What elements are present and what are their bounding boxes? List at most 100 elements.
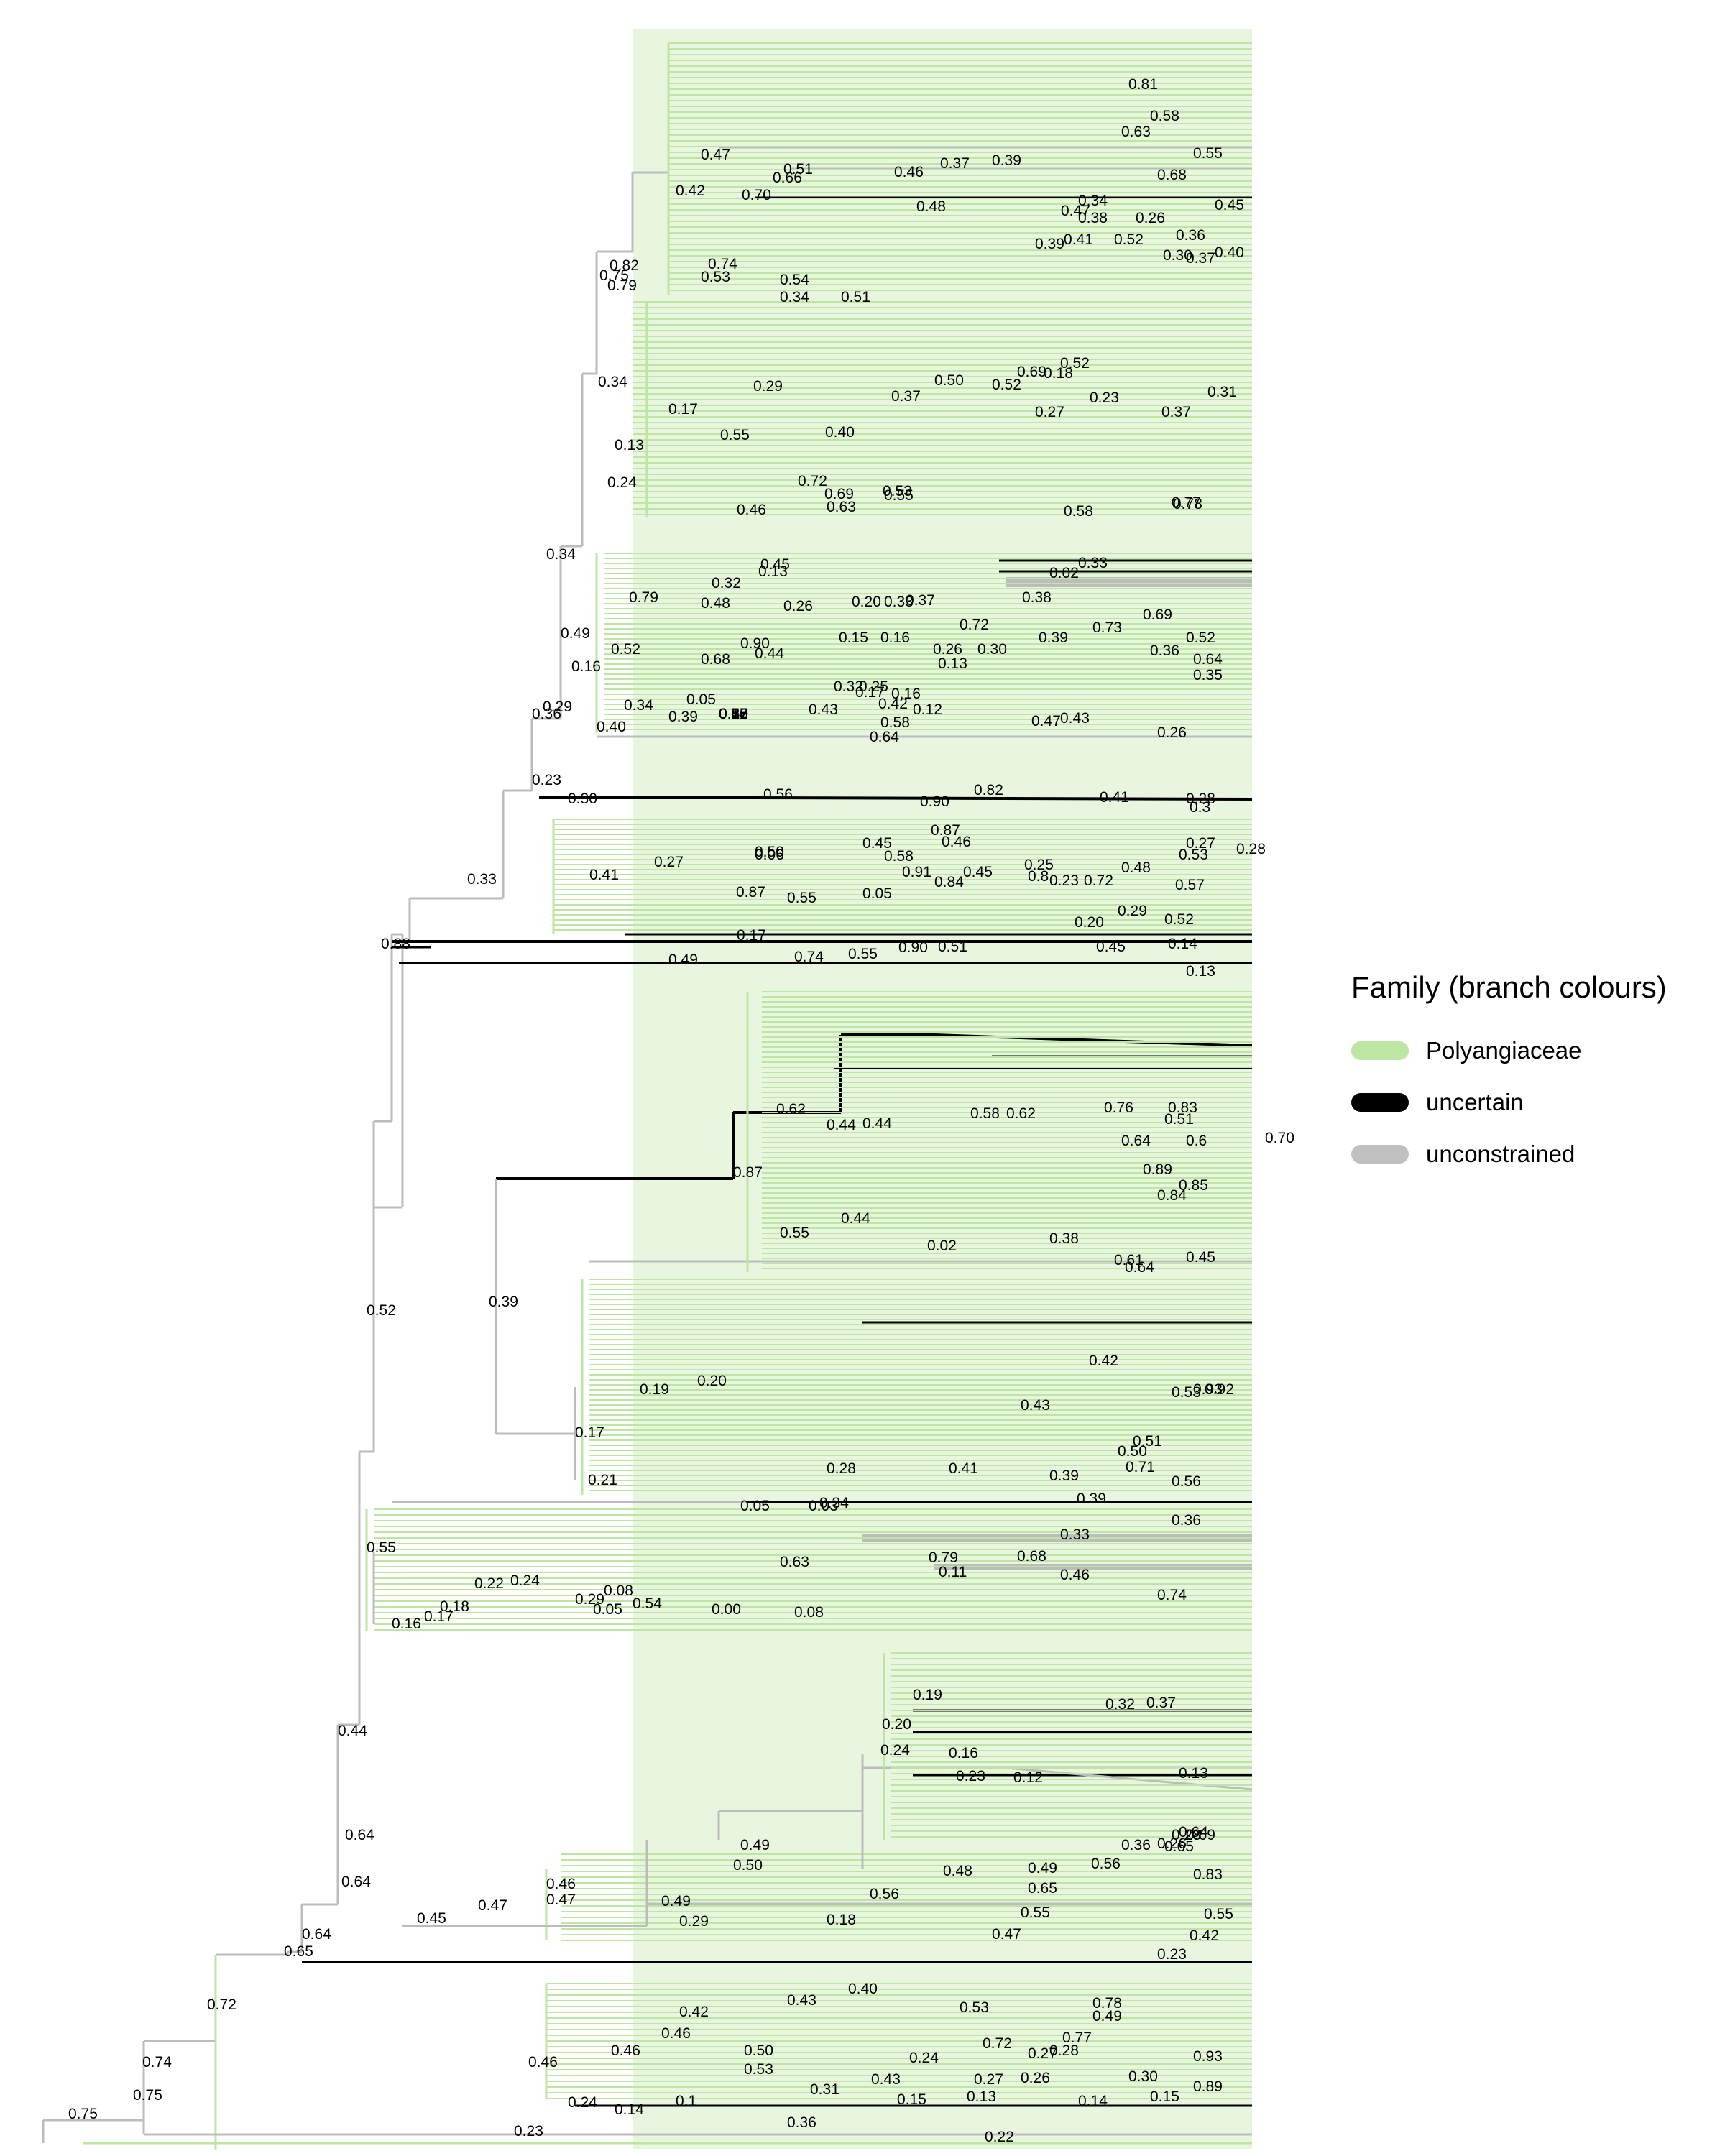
node-support-label: 0.44: [755, 645, 784, 662]
node-support-label: 0.32: [1105, 1696, 1135, 1713]
node-support-label: 0.64: [1121, 1133, 1151, 1149]
node-support-label: 0.85: [1179, 1177, 1208, 1194]
node-support-label: 0.44: [827, 1117, 856, 1133]
node-support-label: 0.39: [1039, 630, 1068, 646]
legend-item-polyangiaceae: Polyangiaceae: [1351, 1025, 1667, 1077]
node-support-label: 0.66: [773, 170, 802, 186]
node-support-label: 0.53: [1179, 847, 1208, 863]
node-support-label: 0.38: [719, 706, 748, 722]
node-support-label: 0.77: [1062, 2030, 1092, 2046]
node-support-label: 0.58: [884, 848, 914, 865]
node-support-label: 0.64: [1179, 1824, 1208, 1841]
node-support-label: 0.62: [776, 1101, 806, 1118]
node-support-label: 0.6: [1186, 1133, 1207, 1149]
node-support-label: 0.41: [949, 1460, 978, 1477]
node-support-label: 0.47: [701, 147, 730, 163]
node-support-label: 0.64: [302, 1926, 331, 1943]
node-support-label: 0.74: [794, 949, 824, 965]
node-support-label: 0.72: [798, 473, 827, 489]
node-support-label: 0.34: [819, 1495, 849, 1511]
node-support-label: 0.16: [571, 658, 601, 675]
node-support-label: 0.40: [1215, 244, 1244, 261]
node-support-label: 0.13: [1186, 963, 1215, 980]
node-support-label: 0.39: [668, 709, 698, 725]
node-support-label: 0.47: [1031, 713, 1061, 729]
node-support-label: 0.14: [1168, 936, 1197, 952]
node-support-label: 0.34: [1078, 193, 1108, 209]
node-support-label: 0.20: [882, 1716, 911, 1733]
node-support-label: 0.48: [916, 198, 946, 215]
node-support-label: 0.58: [1150, 108, 1179, 124]
node-support-label: 0.40: [825, 424, 855, 441]
node-support-label: 0.75: [599, 267, 629, 284]
node-support-label: 0.33: [1060, 1526, 1090, 1543]
node-support-label: 0.08: [604, 1583, 633, 1599]
node-support-label: 0.23: [532, 772, 561, 788]
node-support-label: 0.90: [920, 793, 949, 810]
node-support-label: 0.65: [284, 1943, 313, 1960]
node-support-label: 0.39: [489, 1294, 518, 1310]
node-support-label: 0.46: [894, 164, 924, 180]
node-support-label: 0.32: [712, 575, 741, 591]
node-support-label: 0.36: [1150, 642, 1179, 659]
node-support-label: 0.45: [417, 1910, 446, 1927]
node-support-label: 0.44: [862, 1115, 892, 1132]
node-support-labels: 0.75 0.74 0.75 0.72 0.23 0.36 0.22 0.24 0.14 0.1 0…: [68, 76, 1294, 2145]
node-support-label: 0.26: [933, 641, 962, 658]
node-support-label: 0.70: [742, 187, 771, 203]
node-support-label: 0.63: [780, 1554, 809, 1570]
node-support-label: 0.28: [1049, 2042, 1079, 2059]
legend-swatch-uncertain: [1351, 1093, 1409, 1112]
node-support-label: 0.37: [1186, 250, 1215, 267]
node-support-label: 0.49: [661, 1893, 691, 1909]
node-support-label: 0.90: [898, 939, 928, 956]
legend-label: unconstrained: [1426, 1141, 1576, 1167]
node-support-label: 0.55: [1204, 1906, 1233, 1922]
node-support-label: 0.55: [1021, 1904, 1050, 1921]
node-support-label: 0.48: [943, 1863, 972, 1879]
node-support-label: 0.43: [1060, 710, 1090, 727]
node-support-label: 0.52: [992, 377, 1021, 393]
node-support-label: 0.51: [1133, 1433, 1162, 1450]
node-support-label: 0.28: [1186, 791, 1215, 807]
node-support-label: 0.46: [528, 2054, 558, 2070]
legend-label: uncertain: [1426, 1089, 1524, 1115]
node-support-label: 0.60: [719, 706, 748, 722]
node-support-label: 0.30: [978, 641, 1007, 658]
legend-swatch-polyangiaceae: [1351, 1041, 1409, 1060]
node-support-label: 0.41: [1064, 231, 1093, 248]
node-support-label: 0.28: [1172, 1827, 1201, 1843]
node-support-label: 0.00: [712, 1601, 741, 1618]
node-support-label: 0.16: [949, 1745, 978, 1761]
node-support-label: 0.93: [1193, 2048, 1223, 2065]
node-support-label: 0.45: [1215, 197, 1244, 213]
node-support-label: 0.45: [1096, 939, 1126, 955]
node-support-label: 0.18: [440, 1598, 469, 1615]
node-support-label: 0.37: [906, 592, 935, 609]
legend-item-uncertain: uncertain: [1351, 1077, 1667, 1128]
node-support-label: 0.3: [1190, 799, 1210, 816]
node-support-label: 0.38: [1078, 210, 1108, 226]
node-support-label: 0.49: [668, 952, 698, 968]
node-support-label: 0.23: [514, 2123, 543, 2139]
node-support-label: 0.52: [719, 706, 748, 722]
node-support-label: 0.48: [1121, 860, 1151, 876]
node-support-label: 0.13: [719, 706, 748, 722]
node-support-label: 0.52: [367, 1302, 396, 1319]
node-support-label: 0.13: [967, 2088, 996, 2105]
node-support-label: 0.49: [1092, 2008, 1122, 2024]
node-support-label: 0.79: [607, 277, 637, 294]
node-support-label: 0.83: [1168, 1100, 1197, 1116]
node-support-label: 0.78: [1092, 1995, 1122, 2012]
node-support-label: 0.73: [1092, 619, 1122, 636]
node-support-label: 0.41: [1100, 789, 1129, 806]
node-support-label: 0.69: [824, 486, 854, 502]
node-support-label: 0.26: [1136, 210, 1165, 226]
node-support-label: 0.26: [1157, 724, 1187, 741]
node-support-label: 0.42: [1089, 1353, 1118, 1369]
node-support-label: 0.69: [1186, 1827, 1215, 1843]
legend-item-unconstrained: unconstrained: [1351, 1128, 1667, 1180]
node-support-label: 0.36: [787, 2114, 816, 2131]
node-support-label: 0.76: [1104, 1100, 1133, 1116]
node-support-label: 0.34: [780, 289, 809, 305]
